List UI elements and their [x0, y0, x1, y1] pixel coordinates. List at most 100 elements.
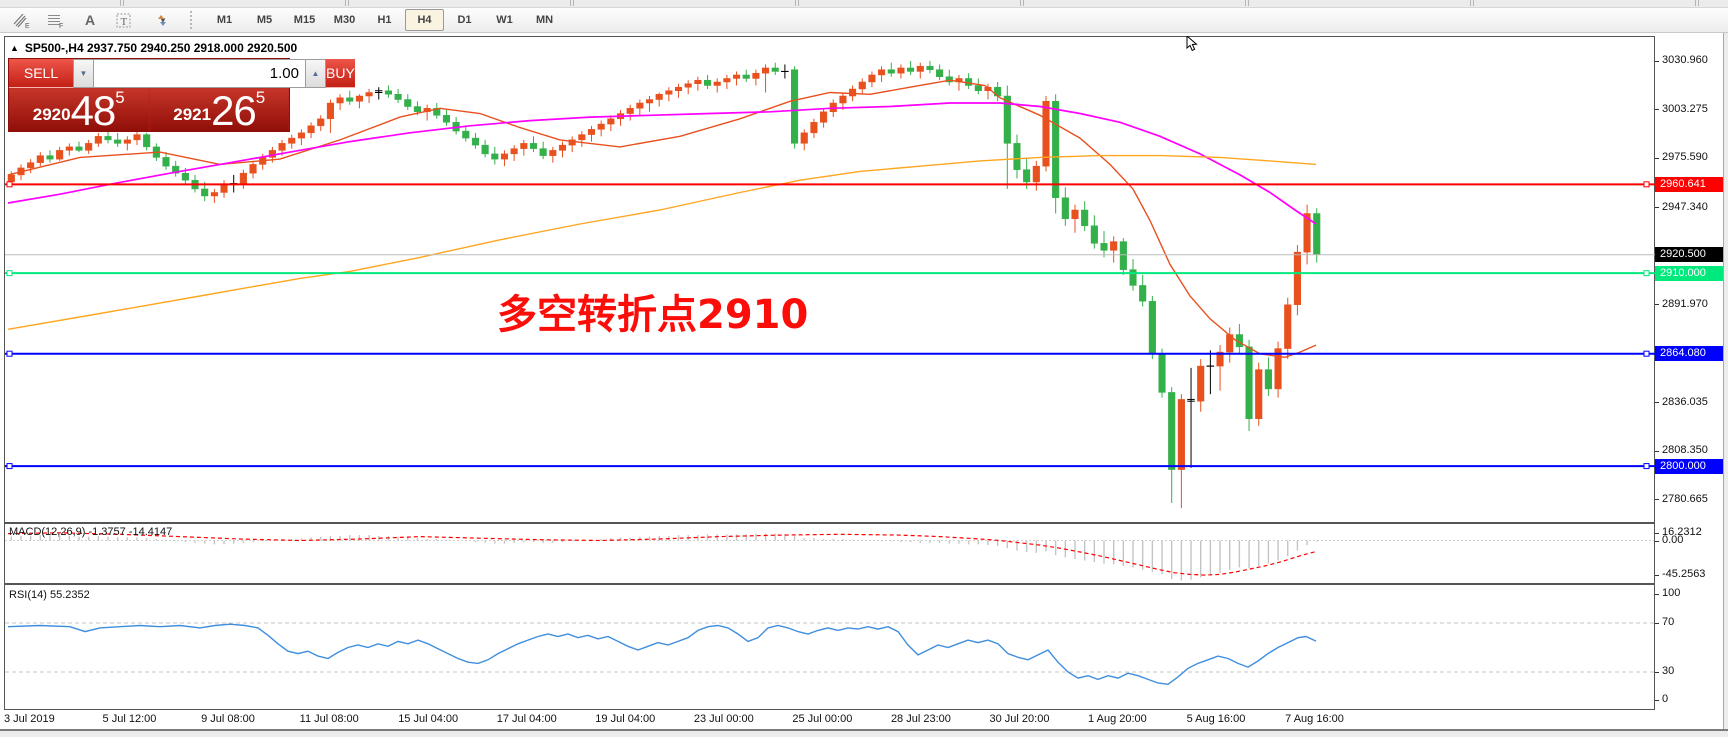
hline-handle[interactable]	[1643, 463, 1650, 470]
price-line-label-2960.641[interactable]: 2960.641	[1655, 176, 1723, 192]
tf-button-MN[interactable]: MN	[535, 14, 554, 26]
buy-price-small: 2921	[173, 105, 212, 124]
macd-tick-label[interactable]: 0.00	[1662, 534, 1684, 546]
svg-text:E: E	[25, 23, 30, 29]
tf-button-M30[interactable]: M30	[333, 14, 356, 26]
rsi-tick[interactable]	[1655, 672, 1659, 673]
buy-price-sup: 5	[255, 88, 266, 107]
volume-input[interactable]	[94, 59, 305, 88]
price-tick-label[interactable]: 2780.665	[1662, 492, 1708, 505]
dropdown-caret-icon: ▼	[159, 15, 167, 25]
hline-handle[interactable]	[6, 181, 13, 188]
price-tick-label[interactable]: 3003.275	[1662, 102, 1708, 115]
hline-handle[interactable]	[1643, 181, 1650, 188]
price-tick[interactable]	[1655, 157, 1659, 159]
price-tick-label[interactable]: 2975.590	[1662, 151, 1708, 164]
time-axis-label[interactable]: 23 Jul 00:00	[693, 713, 754, 725]
rsi-tick-label[interactable]: 100	[1662, 587, 1681, 599]
time-axis-label[interactable]: 5 Aug 16:00	[1186, 713, 1246, 725]
volume-decrease-button[interactable]: ▼	[73, 59, 94, 88]
main-chart-canvas[interactable]	[5, 37, 1655, 522]
timeframe-group: M1 M5 M15 M30 H1 H4 D1 W1 MN	[205, 9, 565, 31]
rsi-tick[interactable]	[1655, 594, 1659, 595]
rsi-pane[interactable]	[4, 584, 1655, 710]
tf-button-M15[interactable]: M15	[293, 14, 316, 26]
time-axis-label[interactable]: 1 Aug 20:00	[1088, 713, 1147, 725]
time-axis-label[interactable]: 5 Jul 12:00	[102, 713, 157, 725]
svg-text:F: F	[59, 23, 63, 29]
price-tick-label[interactable]: 2808.350	[1662, 444, 1708, 457]
hline-handle[interactable]	[6, 270, 13, 277]
time-axis-label[interactable]: 28 Jul 23:00	[890, 713, 951, 725]
price-tick-label[interactable]: 2836.035	[1662, 395, 1708, 408]
macd-pane[interactable]	[4, 523, 1655, 584]
hline-handle[interactable]	[6, 463, 13, 470]
macd-tick-label[interactable]: 16.2312	[1662, 526, 1702, 538]
macd-tick[interactable]	[1655, 575, 1659, 576]
tf-button-H4[interactable]: H4	[405, 9, 444, 31]
tf-button-M1[interactable]: M1	[216, 14, 233, 26]
macd-tick[interactable]	[1655, 533, 1659, 534]
price-tick-label[interactable]: 3030.960	[1662, 54, 1708, 66]
time-axis-label[interactable]: 30 Jul 20:00	[989, 713, 1050, 725]
rsi-line	[7, 623, 1317, 686]
tf-button-W1[interactable]: W1	[496, 14, 513, 26]
toolbar-separator	[190, 11, 199, 29]
rsi-canvas[interactable]	[5, 586, 1654, 709]
price-tick[interactable]	[1655, 402, 1659, 404]
time-axis-label[interactable]: 9 Jul 08:00	[201, 713, 255, 725]
price-tick[interactable]	[1655, 304, 1659, 306]
collapse-caret-icon[interactable]: ▲	[10, 43, 19, 53]
buy-price-display[interactable]: 2921 26 5	[150, 88, 288, 132]
price-line-label-2910.000[interactable]: 2910.000	[1655, 265, 1723, 281]
macd-canvas[interactable]	[5, 525, 1654, 583]
tf-button-D1[interactable]: D1	[457, 14, 472, 26]
time-axis-label[interactable]: 17 Jul 04:00	[496, 713, 557, 725]
hline-handle[interactable]	[1643, 270, 1650, 277]
sliver-tick	[1023, 0, 1024, 6]
textbox-t-glyph: T	[116, 13, 131, 28]
price-tick-label[interactable]: 2947.340	[1662, 200, 1708, 213]
chart-annotation-text[interactable]: 多空转折点2910	[497, 292, 809, 338]
tf-button-M5[interactable]: M5	[256, 14, 273, 26]
time-axis-label[interactable]: 11 Jul 08:00	[299, 713, 359, 725]
sell-price-small: 2920	[32, 105, 71, 124]
price-line-label-2800.000[interactable]: 2800.000	[1655, 458, 1723, 474]
price-tick[interactable]	[1655, 207, 1659, 209]
rsi-tick-label[interactable]: 30	[1662, 665, 1675, 677]
horizontal-lines-group[interactable]	[5, 181, 1655, 470]
price-tick[interactable]	[1655, 450, 1659, 452]
sell-price-display[interactable]: 2920 48 5	[10, 89, 148, 132]
pencil-e-icon[interactable]: E	[6, 9, 38, 32]
rsi-tick-label[interactable]: 0	[1662, 693, 1669, 705]
time-axis-label[interactable]: 15 Jul 04:00	[398, 713, 459, 725]
macd-tick-label[interactable]: -45.2563	[1662, 568, 1706, 580]
rsi-tick[interactable]	[1655, 623, 1659, 624]
grid-f-icon[interactable]: F	[40, 9, 72, 32]
price-tick[interactable]	[1655, 109, 1659, 111]
rsi-tick-label[interactable]: 70	[1662, 616, 1675, 628]
price-line-label-2864.080[interactable]: 2864.080	[1655, 346, 1723, 362]
sliver-tick	[1695, 0, 1696, 6]
time-axis-label[interactable]: 19 Jul 04:00	[595, 713, 656, 725]
volume-increase-button[interactable]: ▲	[305, 59, 326, 88]
textbox-t-icon[interactable]: T	[108, 9, 140, 32]
time-axis-label[interactable]: 25 Jul 00:00	[792, 713, 853, 725]
time-axis-label[interactable]: 7 Aug 16:00	[1285, 713, 1344, 725]
buy-button[interactable]: BUY	[326, 59, 355, 88]
price-tick[interactable]	[1655, 60, 1659, 62]
sort-arrows-icon[interactable]: ▼	[142, 9, 182, 32]
text-a-icon[interactable]: A	[84, 12, 96, 28]
hline-handle[interactable]	[1643, 350, 1650, 357]
svg-text:T: T	[121, 16, 128, 28]
rsi-tick[interactable]	[1655, 700, 1659, 701]
macd-tick[interactable]	[1655, 541, 1659, 542]
sell-button[interactable]: SELL	[9, 59, 73, 88]
price-line-label-2920.500[interactable]: 2920.500	[1655, 247, 1723, 263]
tf-button-H1[interactable]: H1	[377, 14, 392, 26]
hline-handle[interactable]	[6, 350, 13, 357]
price-tick[interactable]	[1655, 499, 1659, 501]
price-tick-label[interactable]: 2891.970	[1662, 297, 1708, 310]
time-axis-label[interactable]: 3 Jul 2019	[4, 713, 55, 725]
